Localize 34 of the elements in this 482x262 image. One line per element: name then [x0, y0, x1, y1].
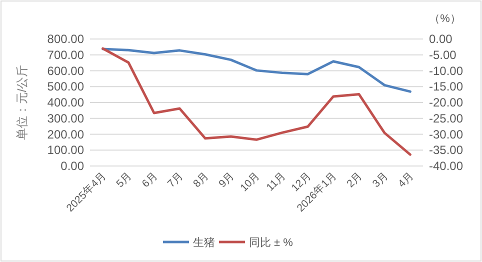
- x-tick-label: 11月: [264, 170, 288, 194]
- y-tick-label: 400.00: [47, 96, 84, 110]
- x-tick-label: 3月: [370, 170, 391, 190]
- y2-tick-label: -15.00: [429, 80, 464, 94]
- y2-tick-label: -35.00: [429, 143, 464, 158]
- y2-tick-label: -30.00: [429, 127, 464, 142]
- x-tick-label: 4月: [396, 170, 416, 190]
- line-series: [102, 47, 412, 156]
- y2-tick-label: -40.00: [429, 159, 464, 173]
- legend-label: 生猪: [193, 236, 215, 249]
- x-tick-label: 9月: [216, 170, 238, 190]
- y2-tick-label: -5.00: [429, 48, 457, 62]
- x-tick-label: 6月: [140, 170, 160, 190]
- y-tick-label: 500.00: [47, 80, 84, 94]
- y-tick-label: 200.00: [47, 127, 84, 142]
- line-series: [102, 48, 412, 93]
- y2-tick-label: -10.00: [429, 64, 464, 78]
- y-tick-label: 0.00: [60, 159, 84, 173]
- legend-label: 同比 ± %: [249, 236, 294, 249]
- y-tick-label: 800.00: [47, 32, 84, 46]
- y2-tick-label: -25.00: [429, 111, 464, 126]
- x-tick-label: 5月: [114, 170, 135, 190]
- y2-axis-title: （%）: [429, 13, 461, 25]
- x-tick-label: 2月: [344, 170, 366, 190]
- x-tick-label: 7月: [165, 170, 186, 190]
- x-tick-label: 8月: [190, 170, 212, 190]
- x-tick-label: 10月: [238, 170, 263, 194]
- y-axis-title: 单位：元/公斤: [15, 64, 29, 140]
- y2-tick-label: 0.00: [429, 32, 453, 46]
- y-tick-label: 700.00: [47, 48, 84, 62]
- y-tick-label: 600.00: [47, 64, 84, 78]
- y-tick-label: 100.00: [47, 143, 84, 158]
- y2-tick-label: -20.00: [429, 96, 464, 110]
- y-tick-label: 300.00: [47, 111, 84, 126]
